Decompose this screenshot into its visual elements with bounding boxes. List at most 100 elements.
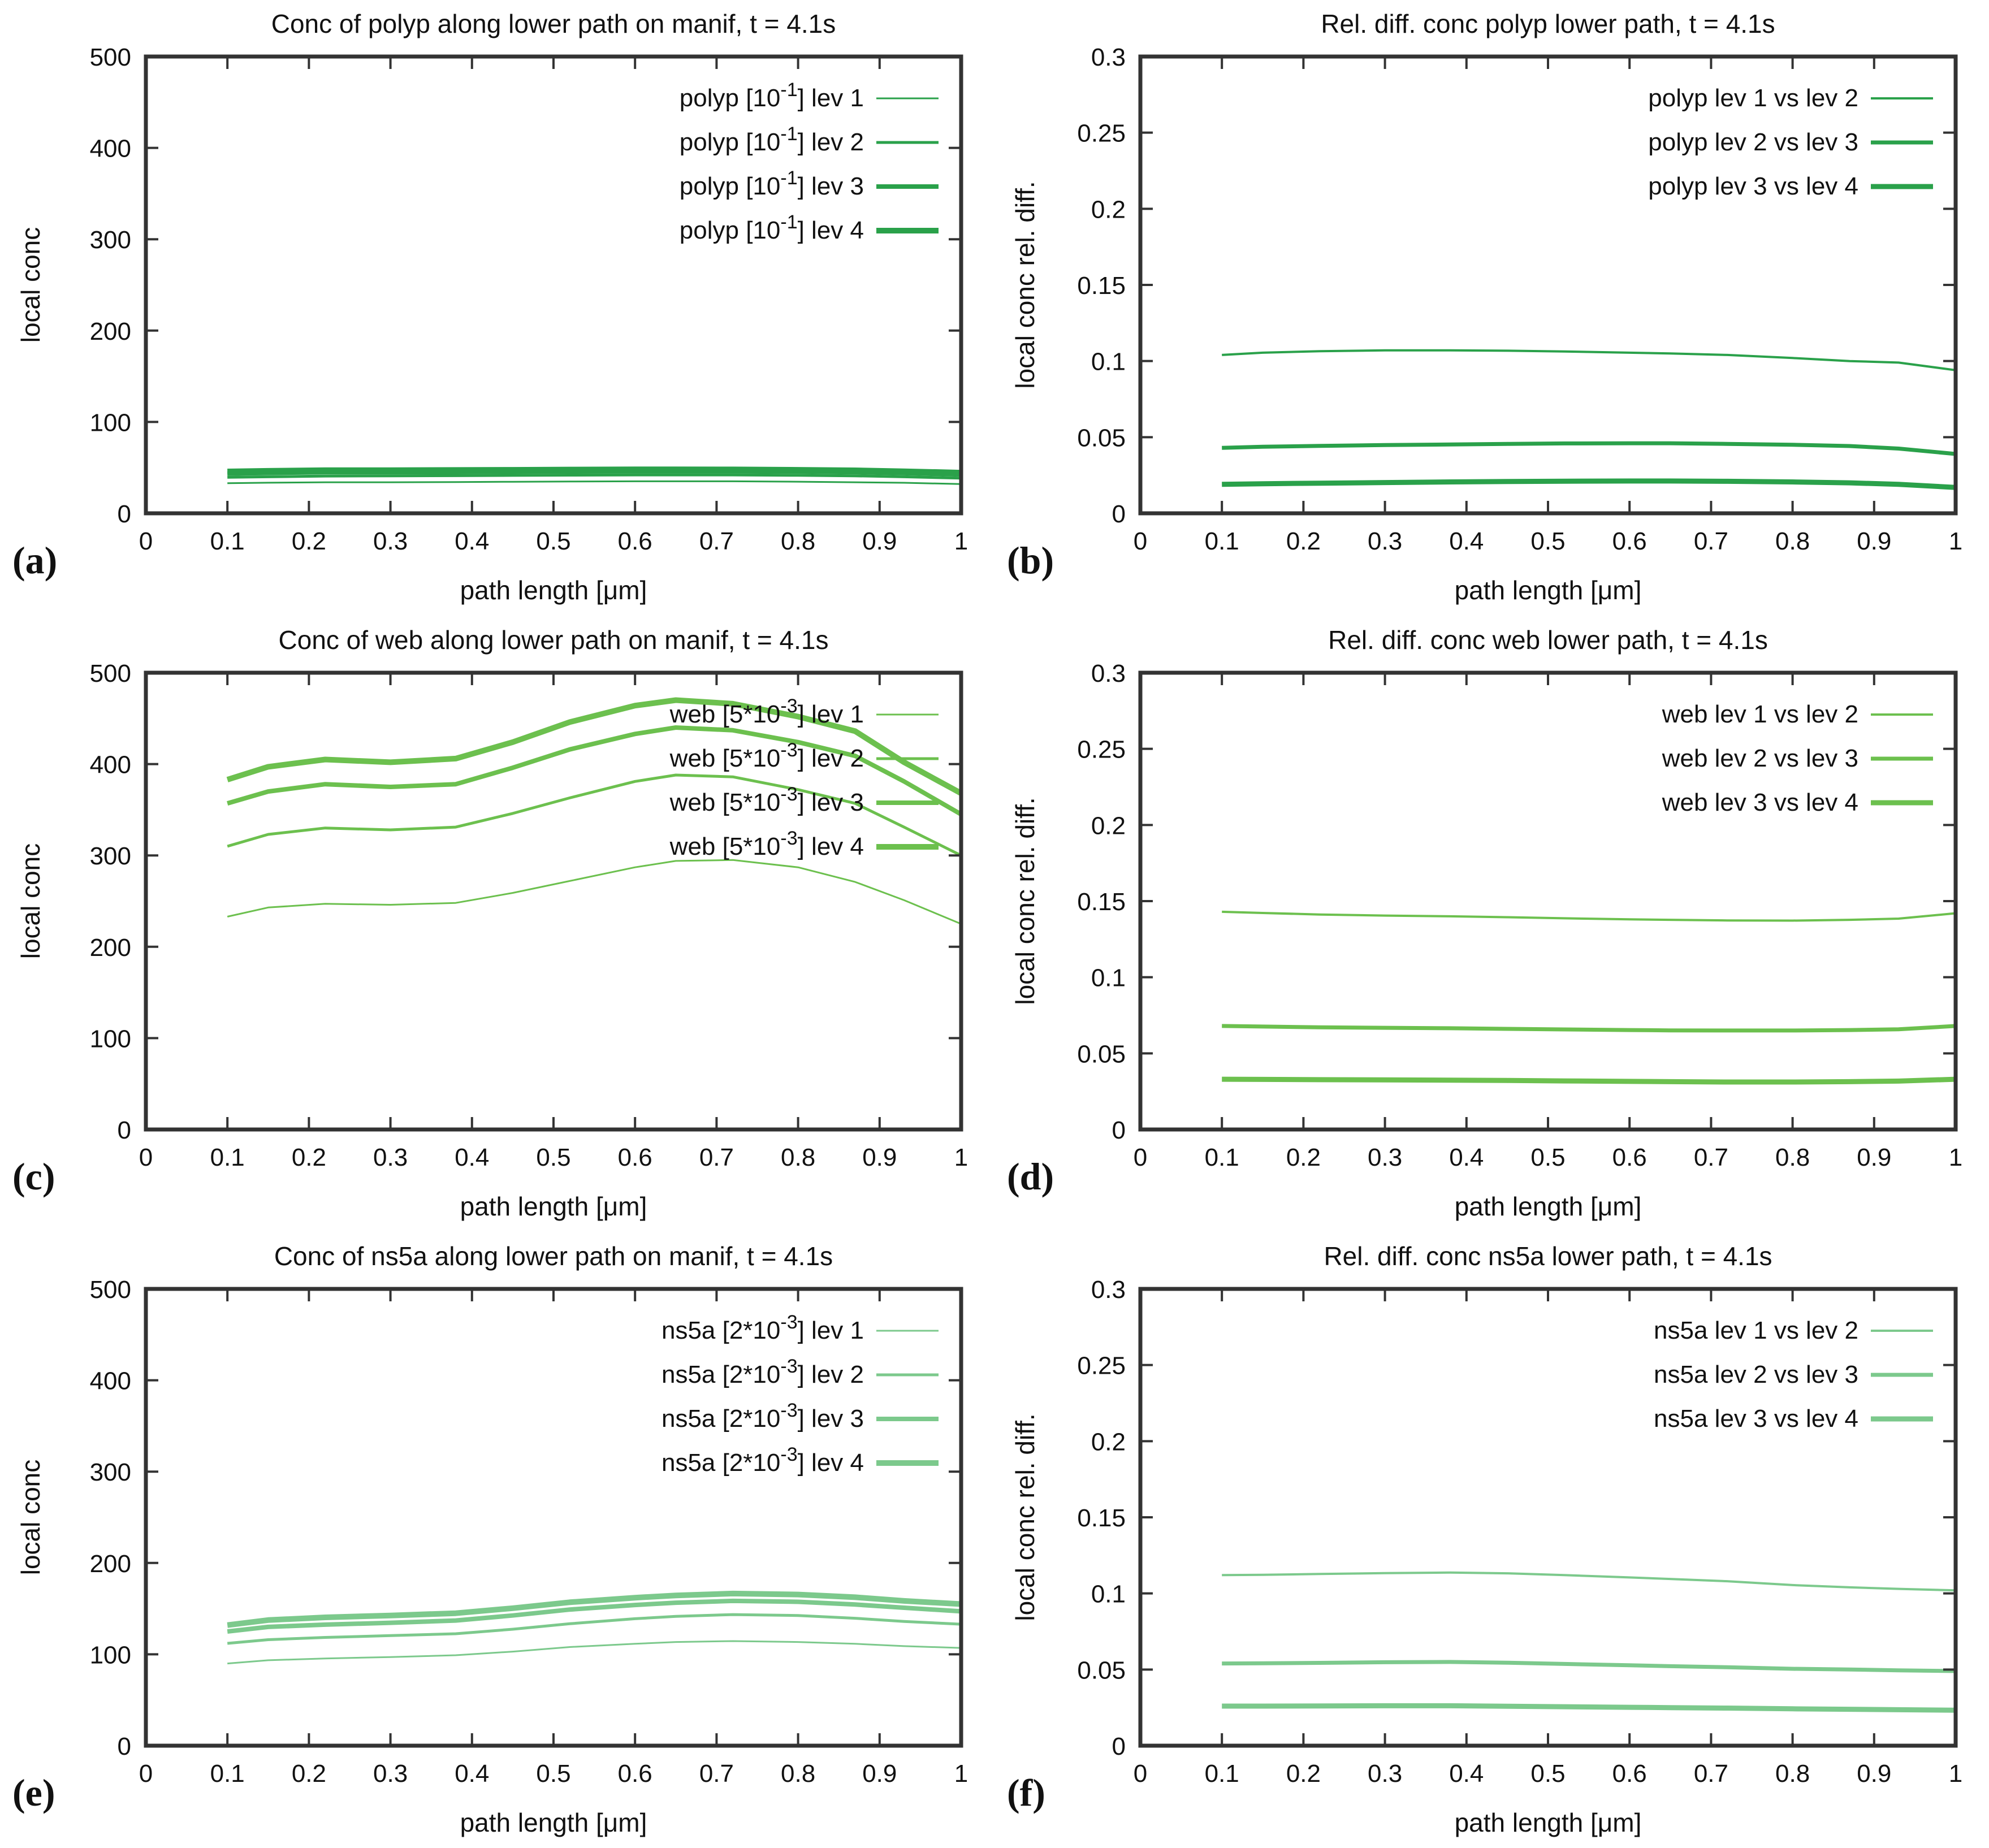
- x-tick-label: 0.9: [862, 1760, 897, 1788]
- x-tick-label: 0.2: [1286, 1144, 1321, 1171]
- legend-label-4: web [5*10-3​] lev 4: [669, 828, 864, 860]
- plot-b: Rel. diff. conc polyp lower path, t = 4.…: [1010, 9, 1962, 605]
- legend-label-3: polyp lev 3 vs lev 4: [1648, 172, 1858, 200]
- y-tick-label: 0.05: [1077, 424, 1126, 452]
- y-tick-label: 0.25: [1077, 1352, 1126, 1380]
- x-tick-label: 0.4: [455, 527, 489, 555]
- panel-title: Conc of polyp along lower path on manif,…: [271, 9, 836, 38]
- y-axis-label: local conc: [16, 1460, 45, 1576]
- series-line-4: [227, 466, 962, 476]
- plot-c: Conc of web along lower path on manif, t…: [16, 625, 968, 1221]
- x-tick-label: 0: [1134, 1760, 1147, 1788]
- y-tick-label: 0: [1112, 1733, 1126, 1760]
- x-axis-label: path length [μm]: [1455, 575, 1642, 605]
- plot-a: Conc of polyp along lower path on manif,…: [16, 9, 968, 605]
- y-tick-label: 0.05: [1077, 1656, 1126, 1684]
- legend-label-3: ns5a [2*10-3​] lev 3: [661, 1400, 864, 1432]
- y-tick-label: 0.3: [1091, 1276, 1126, 1304]
- y-tick-label: 0.2: [1091, 812, 1126, 839]
- series-line-3: [1222, 478, 1956, 490]
- y-tick-label: 0: [118, 1116, 131, 1144]
- x-tick-label: 0: [1134, 527, 1147, 555]
- panel-b: Rel. diff. conc polyp lower path, t = 4.…: [994, 0, 1989, 616]
- y-axis-label: local conc rel. diff.: [1010, 797, 1040, 1005]
- legend-label-3: ns5a lev 3 vs lev 4: [1654, 1405, 1858, 1432]
- y-tick-label: 0.2: [1091, 196, 1126, 223]
- legend-label-1: ns5a [2*10-3​] lev 1: [661, 1312, 864, 1344]
- x-tick-label: 0.3: [373, 527, 408, 555]
- x-tick-label: 0: [139, 527, 153, 555]
- legend-label-2: web lev 2 vs lev 3: [1662, 745, 1858, 772]
- panel-label-b: (b): [1007, 539, 1054, 582]
- x-tick-label: 0.7: [1694, 527, 1728, 555]
- x-tick-label: 1: [1949, 527, 1962, 555]
- y-axis-label: local conc: [16, 227, 45, 343]
- x-tick-label: 0.1: [1205, 1760, 1239, 1788]
- x-tick-label: 0.6: [618, 527, 652, 555]
- y-tick-label: 100: [90, 1641, 131, 1669]
- panel-title: Conc of ns5a along lower path on manif, …: [274, 1241, 833, 1271]
- x-tick-label: 0.9: [1857, 527, 1891, 555]
- series-line-2: [227, 773, 962, 857]
- legend-label-2: ns5a lev 2 vs lev 3: [1654, 1361, 1858, 1388]
- y-tick-label: 200: [90, 318, 131, 345]
- legend-label-1: web lev 1 vs lev 2: [1662, 700, 1858, 728]
- legend-label-3: web [5*10-3​] lev 3: [669, 784, 864, 816]
- panel-a: Conc of polyp along lower path on manif,…: [0, 0, 994, 616]
- x-tick-label: 0.5: [536, 1760, 570, 1788]
- x-tick-label: 1: [954, 527, 968, 555]
- x-tick-label: 0.6: [618, 1760, 652, 1788]
- plot-e: Conc of ns5a along lower path on manif, …: [16, 1241, 968, 1837]
- series-line-2: [1222, 1660, 1956, 1673]
- x-tick-label: 0.8: [781, 527, 815, 555]
- series-line-3: [227, 1598, 962, 1634]
- legend-label-1: polyp [10-1​] lev 1: [680, 79, 864, 112]
- panel-c: Conc of web along lower path on manif, t…: [0, 616, 994, 1232]
- panel-label-f: (f): [1007, 1771, 1045, 1814]
- y-tick-label: 0: [1112, 500, 1126, 528]
- x-tick-label: 0.6: [618, 1144, 652, 1171]
- x-tick-label: 0.2: [1286, 1760, 1321, 1788]
- series-line-1: [1222, 349, 1956, 371]
- x-tick-label: 0.5: [1530, 527, 1565, 555]
- series-line-1: [227, 859, 962, 925]
- y-tick-label: 400: [90, 751, 131, 779]
- x-tick-label: 0.4: [455, 1144, 489, 1171]
- legend-label-2: ns5a [2*10-3​] lev 2: [661, 1356, 864, 1388]
- series-line-3: [227, 725, 962, 816]
- y-tick-label: 0.15: [1077, 272, 1126, 300]
- series-line-2: [1222, 1024, 1956, 1033]
- legend-label-3: web lev 3 vs lev 4: [1662, 789, 1858, 816]
- legend-label-2: polyp lev 2 vs lev 3: [1648, 128, 1858, 156]
- x-tick-label: 0.3: [373, 1760, 408, 1788]
- x-tick-label: 0.2: [292, 1144, 326, 1171]
- y-tick-label: 0.15: [1077, 888, 1126, 916]
- series-line-2: [227, 473, 962, 480]
- x-tick-label: 0.6: [1612, 527, 1647, 555]
- y-tick-label: 500: [90, 44, 131, 71]
- x-tick-label: 0.6: [1612, 1144, 1647, 1171]
- plot-border: [1138, 670, 1958, 1132]
- panel-title: Rel. diff. conc ns5a lower path, t = 4.1…: [1324, 1241, 1772, 1271]
- plot-border: [144, 1287, 963, 1748]
- x-axis-label: path length [μm]: [460, 1192, 647, 1221]
- panel-title: Conc of web along lower path on manif, t…: [279, 625, 829, 655]
- x-tick-label: 0.7: [1694, 1144, 1728, 1171]
- plot-border: [144, 54, 963, 516]
- y-tick-label: 200: [90, 1550, 131, 1578]
- legend-label-1: web [5*10-3​] lev 1: [669, 695, 864, 728]
- panel-label-e: (e): [12, 1771, 55, 1814]
- x-tick-label: 0.9: [862, 1144, 897, 1171]
- series-line-1: [227, 1640, 962, 1665]
- y-tick-label: 400: [90, 1367, 131, 1395]
- panel-f: Rel. diff. conc ns5a lower path, t = 4.1…: [994, 1232, 1989, 1848]
- legend-label-4: polyp [10-1​] lev 4: [680, 211, 864, 244]
- y-axis-label: local conc: [16, 843, 45, 959]
- x-tick-label: 0.4: [1449, 1144, 1484, 1171]
- x-axis-label: path length [μm]: [460, 575, 647, 605]
- y-tick-label: 0.25: [1077, 120, 1126, 148]
- x-tick-label: 0.8: [781, 1144, 815, 1171]
- x-tick-label: 0.5: [536, 1144, 570, 1171]
- series-line-1: [227, 480, 962, 485]
- x-tick-label: 0.1: [210, 527, 245, 555]
